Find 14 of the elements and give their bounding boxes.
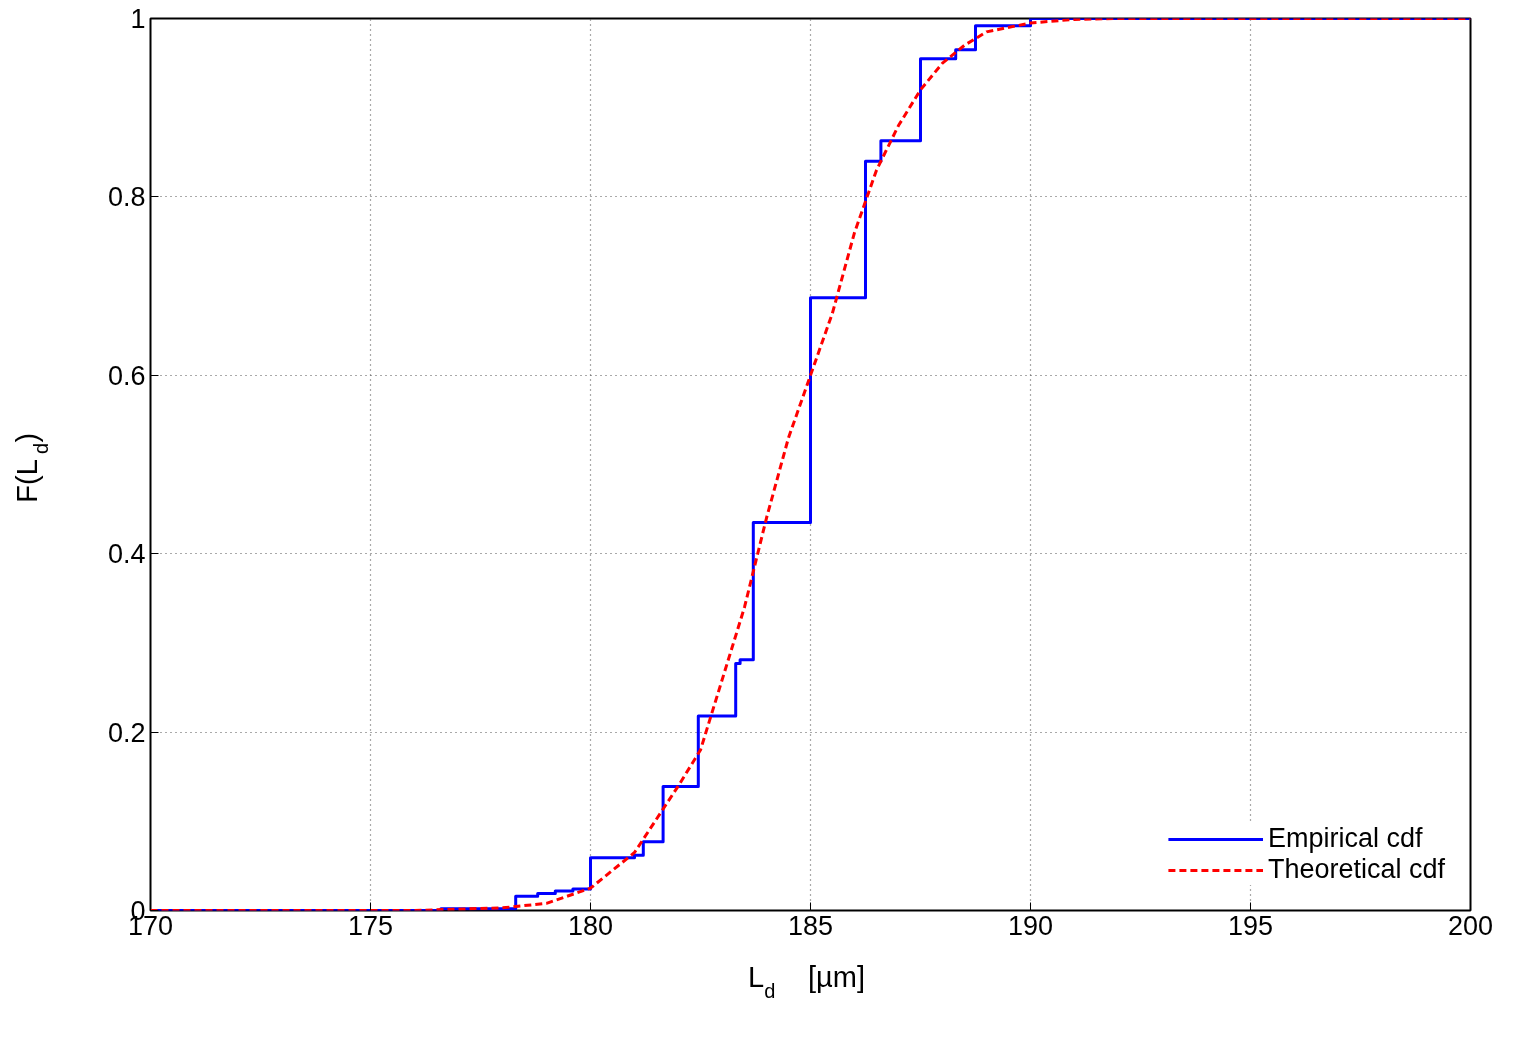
x-tick-label: 195 (1227, 910, 1274, 941)
x-tick-label: 175 (347, 910, 394, 941)
x-tick-label: 190 (1007, 910, 1054, 941)
x-tick-label: 185 (787, 910, 834, 941)
y-tick-label: 0.8 (107, 182, 146, 213)
x-tick-label: 200 (1447, 910, 1494, 941)
y-tick-label: 0.6 (107, 360, 146, 391)
x-tick-label: 180 (567, 910, 614, 941)
legend-label: Empirical cdf (1267, 823, 1423, 854)
y-tick-label: 1 (130, 4, 146, 34)
y-tick-label: 0.2 (107, 717, 146, 748)
legend-label: Theoretical cdf (1267, 854, 1445, 885)
y-tick-label: 0.4 (107, 539, 146, 570)
y-axis-title: F(Ld) (10, 432, 52, 503)
